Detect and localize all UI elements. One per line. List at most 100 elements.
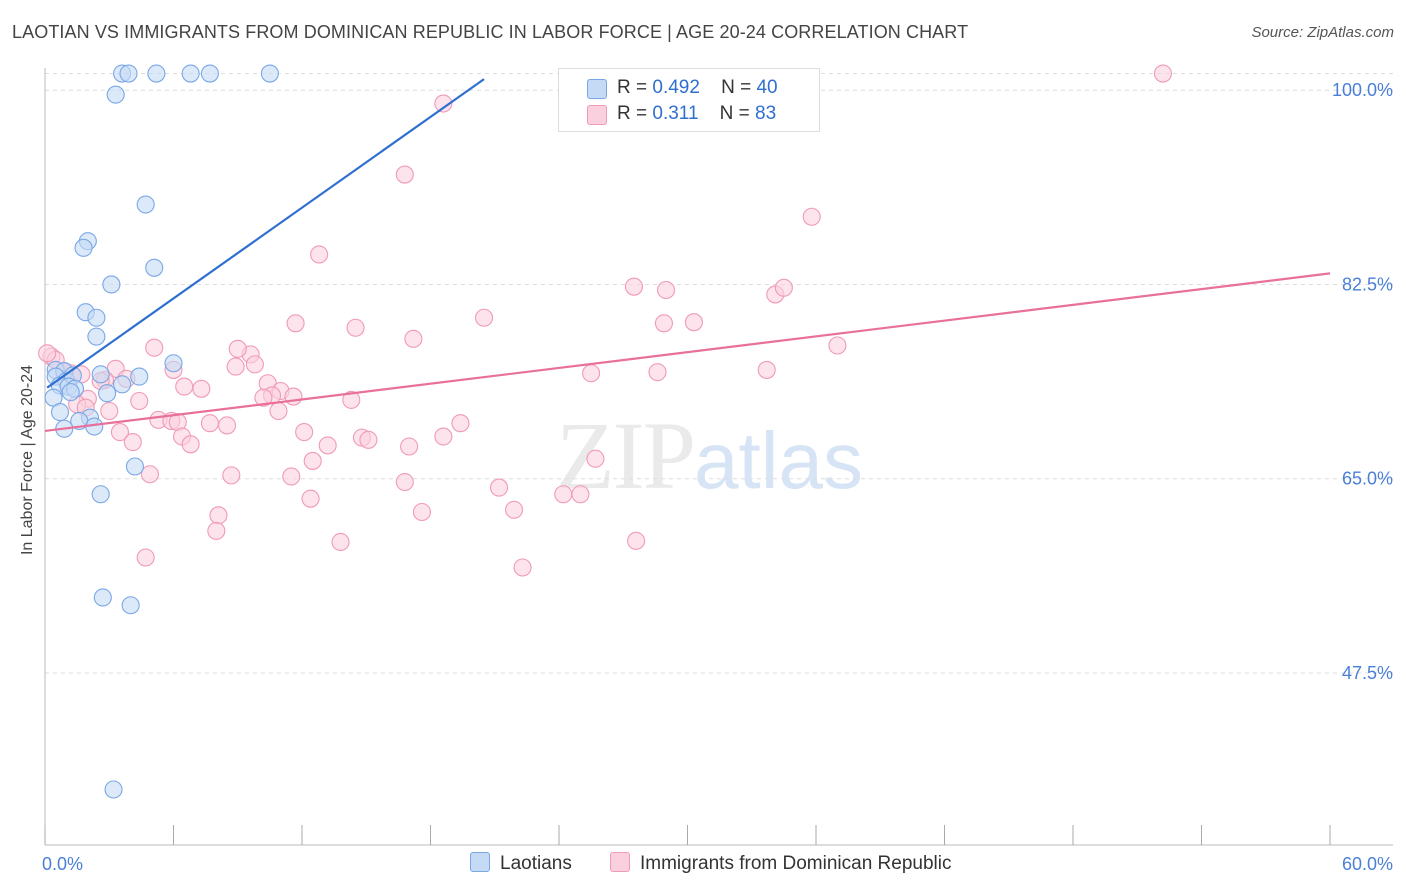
r-value-dominican: 0.311 <box>652 103 699 124</box>
laotian-point <box>200 64 219 83</box>
dominican-point <box>284 387 303 406</box>
dominican-point <box>346 318 365 337</box>
laotian-point <box>98 384 117 403</box>
dominican-point <box>404 329 423 348</box>
dominican-point <box>624 277 644 296</box>
dominican-point <box>504 500 524 519</box>
dominican-point <box>175 377 194 396</box>
n-label: N = <box>721 77 752 98</box>
y-tick-label: 65.0% <box>1342 469 1393 489</box>
dominican-point <box>434 427 453 446</box>
dominican-point <box>145 338 164 357</box>
dominican-point <box>282 467 301 486</box>
x-tick-label-max: 60.0% <box>1342 854 1393 874</box>
source-label: Source: ZipAtlas.com <box>1251 24 1394 41</box>
dominican-point <box>254 388 273 407</box>
dominican-point <box>318 436 337 455</box>
dominican-legend-label: Immigrants from Dominican Republic <box>640 853 952 874</box>
r-label: R = <box>617 103 648 124</box>
laotian-point <box>50 403 70 422</box>
laotian-point <box>93 588 112 607</box>
laotians-legend-label: Laotians <box>500 853 572 874</box>
dominican-swatch <box>587 105 607 125</box>
dominican-point <box>301 489 320 508</box>
dominican-legend-swatch <box>610 852 630 872</box>
dominican-point <box>207 521 226 540</box>
laotians-legend-swatch <box>470 852 490 872</box>
dominican-point <box>395 165 414 184</box>
dominican-point <box>774 278 793 297</box>
dominican-point <box>222 466 241 485</box>
dominican-point <box>412 502 431 522</box>
dominican-point <box>395 472 414 492</box>
dominican-point <box>582 364 601 383</box>
laotian-point <box>181 64 200 83</box>
watermark-atlas: atlas <box>694 416 863 505</box>
dominican-point <box>554 485 573 504</box>
dominican-point <box>269 401 288 421</box>
dominican-point <box>400 437 419 456</box>
dominican-point <box>648 363 667 382</box>
n-value-laotians: 40 <box>756 77 778 98</box>
n-label: N = <box>719 103 750 124</box>
dominican-point <box>828 336 847 355</box>
dominican-point <box>684 313 703 332</box>
dominican-point <box>136 548 155 567</box>
dominican-point <box>245 355 264 374</box>
bottom-legend-dominican: Immigrants from Dominican Republic <box>610 852 952 875</box>
dominican-point <box>226 357 245 376</box>
chart-title: LAOTIAN VS IMMIGRANTS FROM DOMINICAN REP… <box>12 22 969 42</box>
dominican-point <box>310 245 329 264</box>
dominican-point <box>342 390 361 409</box>
laotian-point <box>87 327 106 346</box>
laotian-point <box>119 64 138 83</box>
y-tick-label: 47.5% <box>1342 663 1393 683</box>
dominican-point <box>627 531 646 550</box>
dominican-point <box>489 478 509 497</box>
laotian-point <box>121 596 140 615</box>
dominican-point <box>331 532 350 552</box>
dominican-point <box>130 391 149 411</box>
dominican-point <box>303 451 322 470</box>
dominican-point <box>100 401 119 421</box>
dominican-point <box>192 379 211 398</box>
dominican-point <box>200 414 219 433</box>
laotian-point <box>74 238 93 257</box>
laotian-point <box>106 85 125 104</box>
r-value-laotians: 0.492 <box>652 77 700 98</box>
dominican-point <box>209 506 228 525</box>
correlation-legend: R = 0.492 N = 40 R = 0.311 N = 83 <box>558 68 820 132</box>
laotians-swatch <box>587 79 607 99</box>
dominican-point <box>38 344 57 363</box>
dominican-point <box>217 416 237 435</box>
dominican-point <box>110 423 130 442</box>
laotian-point <box>102 275 121 294</box>
laotian-point <box>164 354 183 373</box>
laotian-point <box>91 365 110 384</box>
dominican-point <box>474 308 494 327</box>
dominican-point <box>140 465 159 484</box>
laotian-point <box>61 383 80 402</box>
laotian-point <box>130 367 149 386</box>
y-tick-label: 100.0% <box>1332 80 1393 100</box>
laotian-point <box>136 195 155 214</box>
laotian-point <box>125 457 144 476</box>
dominican-point <box>571 485 590 504</box>
dominican-point <box>228 339 247 358</box>
dominican-point <box>513 558 532 577</box>
dominican-point <box>451 414 470 433</box>
x-tick-label-min: 0.0% <box>42 854 83 874</box>
dominican-point <box>286 314 305 333</box>
r-label: R = <box>617 77 648 98</box>
dominican-point <box>123 433 142 452</box>
laotian-point <box>113 375 132 394</box>
dominican-point <box>1153 64 1172 83</box>
y-tick-label: 82.5% <box>1342 274 1393 294</box>
dominican-point <box>181 435 200 454</box>
dominican-trend-line <box>44 272 1331 433</box>
laotian-point <box>260 64 279 83</box>
dominican-point <box>359 430 378 449</box>
dominican-point <box>757 360 776 379</box>
laotian-point <box>87 308 106 327</box>
